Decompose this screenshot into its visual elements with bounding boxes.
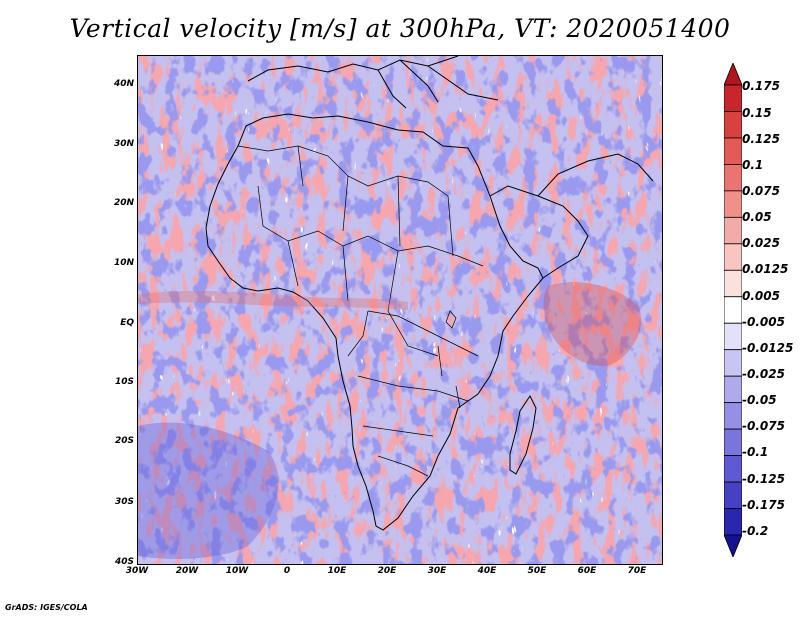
equator-jet-band	[138, 290, 408, 310]
lon-label-20w: 20W	[175, 566, 199, 576]
colorbar	[724, 63, 742, 557]
lat-label-30n: 30N	[113, 139, 134, 149]
colorbar-label-1: 0.15	[742, 106, 772, 120]
colorbar-segment	[724, 269, 742, 298]
field-white-streaks	[138, 56, 662, 564]
lon-label-60e: 60E	[577, 566, 597, 576]
colorbar-label-12: -0.05	[742, 393, 777, 407]
lat-label-20s: 20S	[114, 436, 134, 446]
lat-label-30s: 30S	[114, 497, 134, 507]
lon-label-70e: 70E	[627, 566, 647, 576]
colorbar-segment	[724, 481, 742, 509]
colorbar-segment	[724, 164, 742, 192]
velocity-field-map	[138, 56, 662, 564]
colorbar-label-3: 0.1	[742, 158, 764, 172]
colorbar-segment	[724, 111, 742, 139]
grads-credit: GrADS: IGES/COLA	[5, 603, 88, 612]
lat-label-40s: 40S	[114, 557, 134, 567]
africa-coastline	[205, 113, 544, 531]
colorbar-label-0: 0.175	[742, 79, 780, 93]
colorbar-segment	[724, 296, 742, 324]
lon-label-50e: 50E	[527, 566, 547, 576]
country-borders	[237, 145, 484, 477]
colorbar-segment	[724, 216, 742, 245]
lon-label-10e: 10E	[327, 566, 347, 576]
colorbar-segment	[724, 508, 742, 536]
madagascar-outline	[509, 395, 537, 475]
lon-label-30w: 30W	[125, 566, 149, 576]
colorbar-label-15: -0.125	[742, 472, 785, 486]
lat-label-40n: 40N	[113, 79, 134, 89]
europe-coastline	[247, 56, 499, 109]
colorbar-label-9: -0.005	[742, 315, 785, 329]
colorbar-label-6: 0.025	[742, 236, 780, 250]
lon-label-0: 0	[283, 566, 291, 576]
lon-label-40e: 40E	[477, 566, 497, 576]
colorbar-segment	[724, 243, 742, 271]
arabia-coastline	[489, 153, 654, 279]
lon-label-30e: 30E	[427, 566, 447, 576]
colorbar-label-14: -0.1	[742, 445, 769, 459]
colorbar-segment	[724, 322, 742, 351]
colorbar-label-13: -0.075	[742, 419, 785, 433]
colorbar-segment	[724, 402, 742, 430]
lon-label-20e: 20E	[377, 566, 397, 576]
southwest-negative-area	[138, 422, 279, 559]
colorbar-segment	[724, 84, 742, 112]
map-panel	[137, 55, 663, 565]
colorbar-label-11: -0.025	[742, 367, 785, 381]
colorbar-bottom-arrow	[724, 534, 742, 557]
lon-label-10w: 10W	[225, 566, 249, 576]
colorbar-label-4: 0.075	[742, 184, 780, 198]
indian-ocean-positive-area	[543, 282, 642, 367]
lat-label-20n: 20N	[113, 198, 134, 208]
colorbar-label-2: 0.125	[742, 132, 780, 146]
colorbar-segment	[724, 375, 742, 404]
lat-label-10s: 10S	[114, 377, 134, 387]
lat-label-10n: 10N	[113, 258, 134, 268]
lat-label-eq: EQ	[120, 318, 134, 328]
colorbar-segment	[724, 137, 742, 165]
colorbar-segment	[724, 349, 742, 377]
map-title: Vertical velocity [m/s] at 300hPa, VT: 2…	[69, 14, 731, 43]
colorbar-top-arrow	[724, 63, 742, 86]
colorbar-segment	[724, 190, 742, 218]
colorbar-label-5: 0.05	[742, 210, 772, 224]
colorbar-segment	[724, 455, 742, 483]
colorbar-label-8: 0.005	[742, 289, 780, 303]
colorbar-label-17: -0.2	[742, 524, 769, 538]
colorbar-label-16: -0.175	[742, 498, 785, 512]
colorbar-label-7: 0.0125	[742, 262, 789, 276]
colorbar-segment	[724, 428, 742, 456]
colorbar-label-10: -0.0125	[742, 341, 794, 355]
lakes-outline	[437, 310, 461, 409]
